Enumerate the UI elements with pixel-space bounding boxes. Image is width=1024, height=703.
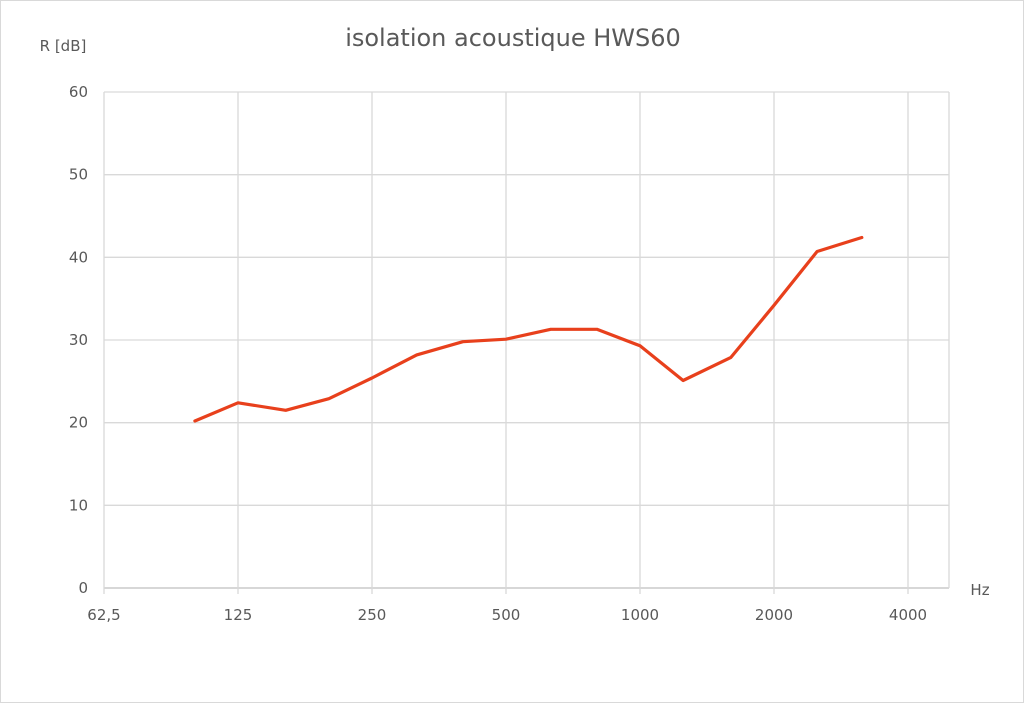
x-tick-label: 2000 xyxy=(755,606,793,624)
x-tick-label: 250 xyxy=(358,606,387,624)
y-tick-label: 10 xyxy=(69,496,88,514)
y-tick-label: 30 xyxy=(69,331,88,349)
grid-lines xyxy=(103,91,950,594)
x-tick-label: 1000 xyxy=(621,606,659,624)
y-tick-label: 60 xyxy=(69,83,88,101)
x-tick-label: 62,5 xyxy=(87,606,120,624)
y-axis-label: R [dB] xyxy=(40,37,87,55)
series-lines xyxy=(193,235,864,423)
y-tick-label: 20 xyxy=(69,414,88,432)
series-line xyxy=(193,235,864,423)
y-tick-label: 40 xyxy=(69,248,88,266)
x-axis-label: Hz xyxy=(970,581,989,599)
y-tick-label: 50 xyxy=(69,166,88,184)
chart-title: isolation acoustique HWS60 xyxy=(345,24,681,52)
y-tick-label: 0 xyxy=(78,579,88,597)
x-tick-label: 125 xyxy=(224,606,253,624)
tick-labels: 0 10 20 30 40 50 60 62,5 125 250 500 1000 2000 4000 xyxy=(69,83,927,624)
x-tick-label: 500 xyxy=(492,606,521,624)
x-tick-label: 4000 xyxy=(889,606,927,624)
